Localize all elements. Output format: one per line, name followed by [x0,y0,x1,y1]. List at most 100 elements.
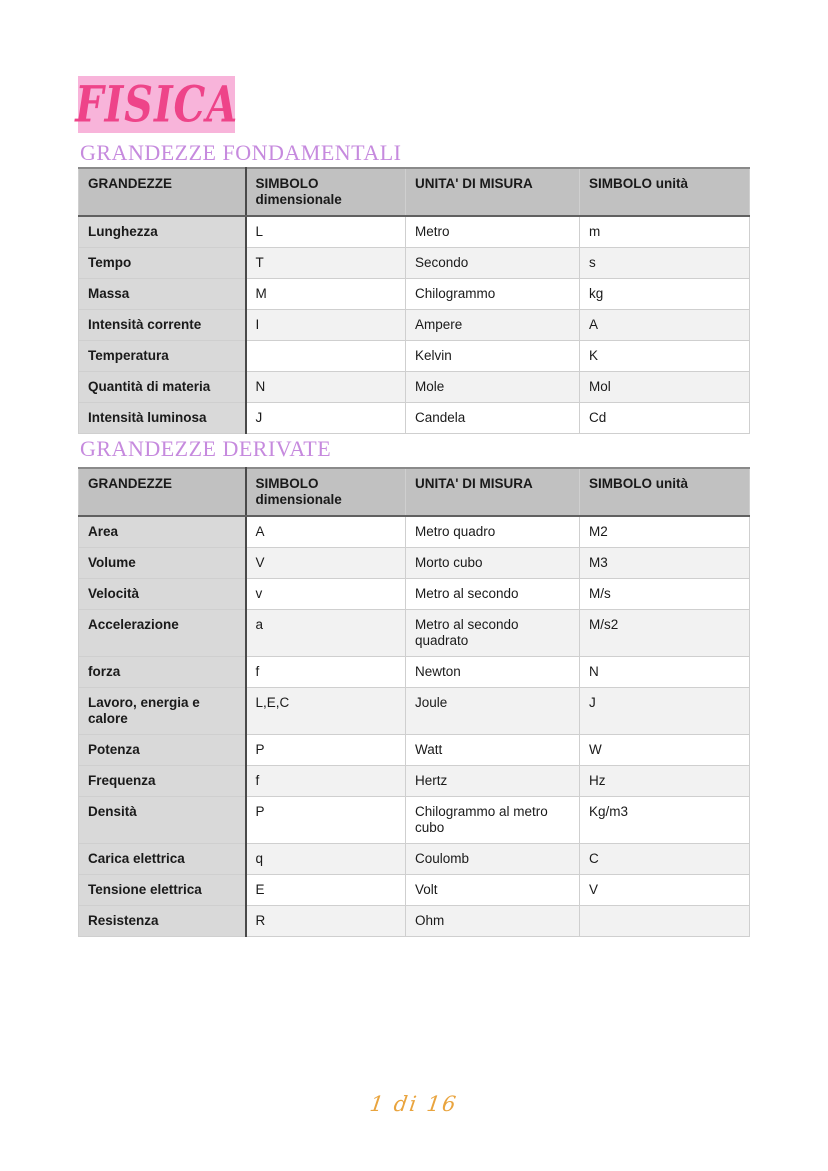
table-cell: Joule [405,687,580,735]
table-cell [245,340,406,372]
row-label: Tempo [78,247,247,279]
table-cell: Kg/m3 [579,796,750,844]
row-label: Intensità corrente [78,309,247,341]
table-cell: kg [579,278,750,310]
table-cell: M3 [579,547,750,579]
table-row: Volume V Morto cubo M3 [78,547,750,579]
table-cell: A [245,515,406,548]
table-row: Temperatura Kelvin K [78,340,750,372]
table-cell: M/s2 [579,609,750,657]
table-cell: Cd [579,402,750,434]
table-cell: Mol [579,371,750,403]
column-header: GRANDEZZE [78,467,247,517]
table-row: Tempo T Secondo s [78,247,750,279]
table-cell: Ohm [405,905,580,937]
page-title: FISICA [75,75,238,133]
table-row: Intensità corrente I Ampere A [78,309,750,341]
table-row: Tensione elettrica E Volt V [78,874,750,906]
table-cell: M [245,278,406,310]
table-cell: A [579,309,750,341]
table-row: Velocità v Metro al secondo M/s [78,578,750,610]
table-cell: Candela [405,402,580,434]
table-row: Densità P Chilogrammo al metro cubo Kg/m3 [78,796,750,844]
table-cell: Watt [405,734,580,766]
table-cell: q [245,843,406,875]
table-cell: Metro al secondo quadrato [405,609,580,657]
table-cell: J [245,402,406,434]
table-cell: P [245,796,406,844]
row-label: Carica elettrica [78,843,247,875]
table-cell: J [579,687,750,735]
row-label: Massa [78,278,247,310]
row-label: Quantità di materia [78,371,247,403]
row-label: Lunghezza [78,215,247,248]
section-heading-grandezze-fondamentali: GRANDEZZE FONDAMENTALI [80,140,402,165]
table-cell: N [579,656,750,688]
table-row: forza f Newton N [78,656,750,688]
table-cell: Morto cubo [405,547,580,579]
row-label: Intensità luminosa [78,402,247,434]
table-cell: Kelvin [405,340,580,372]
table-cell: E [245,874,406,906]
row-label: Resistenza [78,905,247,937]
table-cell: s [579,247,750,279]
row-label: Densità [78,796,247,844]
row-label: Potenza [78,734,247,766]
page-number: 1 di 16 [368,1092,460,1116]
table-cell: Metro [405,215,580,248]
column-header: UNITA' DI MISURA [405,167,580,217]
table-row: Frequenza f Hertz Hz [78,765,750,797]
table-cell: Metro al secondo [405,578,580,610]
row-label: Velocità [78,578,247,610]
table-header-row: GRANDEZZE SIMBOLO dimensionale UNITA' DI M… [78,167,750,217]
table-row: Massa M Chilogrammo kg [78,278,750,310]
column-header: UNITA' DI MISURA [405,467,580,517]
table-cell: f [245,765,406,797]
table-cell: V [579,874,750,906]
table-cell: m [579,215,750,248]
table-cell: P [245,734,406,766]
section-heading-grandezze-derivate: GRANDEZZE DERIVATE [80,436,332,461]
page-footer: 1 di 16 [0,1092,828,1116]
table-cell: T [245,247,406,279]
table-cell: Hz [579,765,750,797]
table-cell: N [245,371,406,403]
table-cell: Volt [405,874,580,906]
table-row: Quantità di materia N Mole Mol [78,371,750,403]
table-cell: M/s [579,578,750,610]
table-cell [579,905,750,937]
row-label: Frequenza [78,765,247,797]
row-label: forza [78,656,247,688]
table-cell: Chilogrammo [405,278,580,310]
table-cell: Hertz [405,765,580,797]
table-cell: v [245,578,406,610]
table-cell: L,E,C [245,687,406,735]
column-header: GRANDEZZE [78,167,247,217]
column-header: SIMBOLO unità [579,167,750,217]
table-grandezze-fondamentali: GRANDEZZE SIMBOLO dimensionale UNITA' DI M… [78,167,750,434]
row-label: Lavoro, energia e calore [78,687,247,735]
table-row: Carica elettrica q Coulomb C [78,843,750,875]
table-row: Intensità luminosa J Candela Cd [78,402,750,434]
table-row: Lunghezza L Metro m [78,215,750,248]
table-cell: I [245,309,406,341]
table-cell: R [245,905,406,937]
table-cell: V [245,547,406,579]
table-cell: Coulomb [405,843,580,875]
row-label: Area [78,515,247,548]
column-header: SIMBOLO dimensionale [245,467,406,517]
table-cell: f [245,656,406,688]
table-cell: Metro quadro [405,515,580,548]
row-label: Accelerazione [78,609,247,657]
title-highlight: FISICA [75,75,238,133]
table-cell: a [245,609,406,657]
table-cell: Mole [405,371,580,403]
table-grandezze-derivate: GRANDEZZE SIMBOLO dimensionale UNITA' DI M… [78,467,750,937]
table-row: Lavoro, energia e calore L,E,C Joule J [78,687,750,735]
table-row: Potenza P Watt W [78,734,750,766]
table-row: Area A Metro quadro M2 [78,515,750,548]
row-label: Volume [78,547,247,579]
table-cell: Ampere [405,309,580,341]
table-header-row: GRANDEZZE SIMBOLO dimensionale UNITA' DI M… [78,467,750,517]
